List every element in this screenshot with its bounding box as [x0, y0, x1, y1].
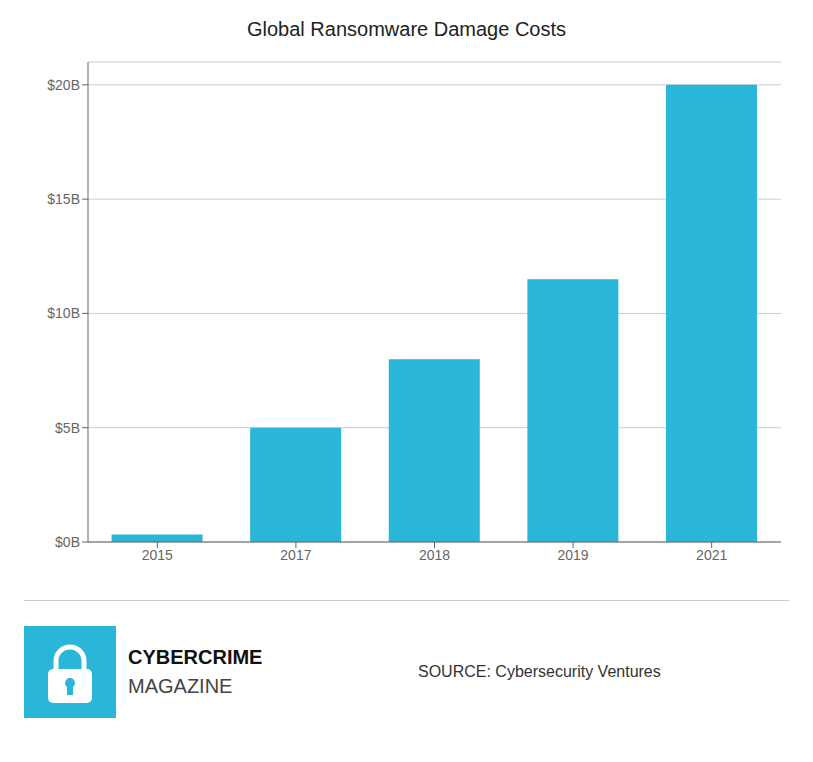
html-text:CYBERCRIME: CYBERCRIME — [128, 646, 263, 668]
html-text:SOURCE: Cybersecurity Ventures: SOURCE: Cybersecurity Ventures — [418, 663, 661, 680]
svg-text:2015: 2015 — [142, 547, 173, 563]
svg-text:2019: 2019 — [558, 547, 589, 563]
svg-text:$20B: $20B — [47, 77, 80, 93]
html-text:Global Ransomware Damage Costs: Global Ransomware Damage Costs — [247, 18, 566, 40]
svg-text:$10B: $10B — [47, 305, 80, 321]
svg-text:$0B: $0B — [55, 534, 80, 550]
svg-text:2018: 2018 — [419, 547, 450, 563]
svg-text:$15B: $15B — [47, 191, 80, 207]
svg-text:2021: 2021 — [696, 547, 727, 563]
svg-text:2017: 2017 — [280, 547, 311, 563]
html-text:MAGAZINE: MAGAZINE — [128, 675, 233, 697]
svg-text:$5B: $5B — [55, 420, 80, 436]
